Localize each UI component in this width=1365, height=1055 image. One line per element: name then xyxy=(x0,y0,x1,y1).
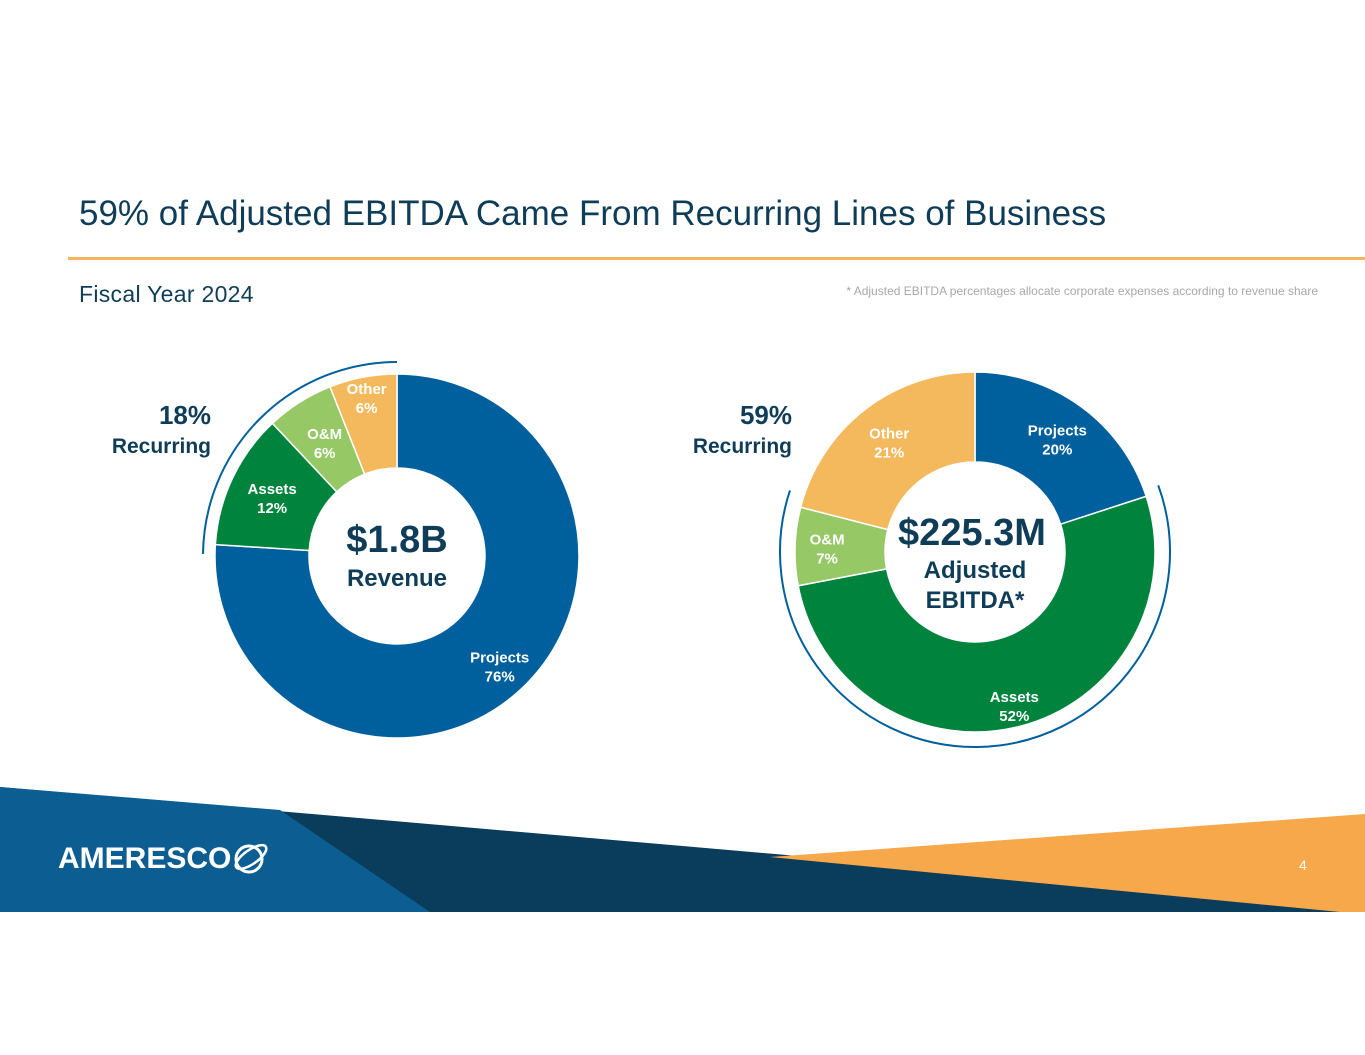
revenue-donut-chart: Projects 76% Assets 12% O&M 6% Other 6% xyxy=(214,373,580,739)
slice-label-projects: Projects xyxy=(1028,423,1087,440)
slice-label-assets: Assets xyxy=(990,689,1039,706)
recurring-label-right: Recurring xyxy=(693,435,792,458)
slice-value-assets: 12% xyxy=(257,500,287,517)
revenue-center-value: $1.8B xyxy=(346,519,447,561)
logo-globe-icon xyxy=(234,843,268,874)
ebitda-donut-chart: Projects 20% Assets 52% O&M 7% Other 21% xyxy=(794,371,1156,733)
footer-band xyxy=(0,787,1365,912)
recurring-pct-right: 59% xyxy=(740,400,792,430)
page-title: 59% of Adjusted EBITDA Came From Recurri… xyxy=(79,194,1107,233)
slice-label-other: Other xyxy=(869,425,909,442)
slice-label-om: O&M xyxy=(307,426,342,443)
slice-other xyxy=(329,373,398,476)
slice-value-om: 6% xyxy=(314,445,336,462)
slice-projects xyxy=(974,371,1148,526)
ebitda-center-value: $225.3M xyxy=(898,512,1046,554)
slice-value-other: 6% xyxy=(356,400,378,417)
ebitda-center-label-line1: Adjusted xyxy=(924,557,1027,584)
revenue-center-label: Revenue xyxy=(347,565,447,592)
recurring-bracket-arc-left xyxy=(202,361,398,554)
slice-value-other: 21% xyxy=(874,444,904,461)
ameresco-logo: AMERESCO xyxy=(58,839,271,879)
footer-band-blue xyxy=(0,787,430,912)
recurring-bracket-arc-right xyxy=(779,484,1171,748)
logo-text: AMERESCO xyxy=(58,842,232,875)
recurring-pct-left: 18% xyxy=(159,400,211,430)
slice-label-om: O&M xyxy=(810,531,845,548)
recurring-label-left: Recurring xyxy=(112,435,211,458)
slice-projects xyxy=(214,373,580,739)
slice-label-other: Other xyxy=(347,381,387,398)
ebitda-footnote: * Adjusted EBITDA percentages allocate c… xyxy=(846,284,1318,298)
ebitda-center-label-line2: EBITDA* xyxy=(926,587,1025,614)
slice-value-projects: 20% xyxy=(1042,442,1072,459)
slice-label-assets: Assets xyxy=(248,481,297,498)
slice-value-om: 7% xyxy=(816,550,838,567)
slice-assets xyxy=(797,495,1156,733)
footer-band-orange xyxy=(770,814,1365,912)
slice-other xyxy=(799,371,976,531)
page-number: 4 xyxy=(1299,857,1307,873)
slice-value-assets: 52% xyxy=(999,708,1029,725)
fiscal-year-subtitle: Fiscal Year 2024 xyxy=(79,281,254,307)
slice-value-projects: 76% xyxy=(485,668,515,685)
title-divider xyxy=(68,257,1365,260)
slice-label-projects: Projects xyxy=(470,649,529,666)
